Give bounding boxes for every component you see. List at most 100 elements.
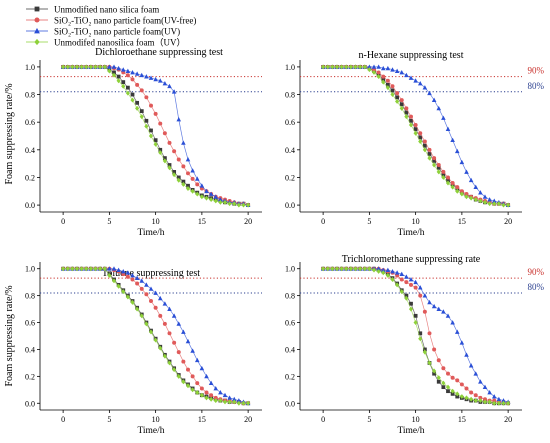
data-point bbox=[492, 400, 497, 406]
data-point bbox=[121, 83, 126, 89]
data-point bbox=[61, 64, 66, 70]
data-point bbox=[158, 121, 163, 126]
data-point bbox=[385, 272, 390, 278]
data-point bbox=[236, 202, 241, 208]
data-point bbox=[144, 282, 149, 287]
data-point bbox=[232, 201, 237, 207]
data-point bbox=[204, 373, 209, 379]
data-point bbox=[190, 348, 195, 353]
data-point bbox=[482, 399, 488, 405]
series-line bbox=[63, 66, 249, 206]
series-line bbox=[63, 268, 249, 404]
data-point bbox=[446, 371, 450, 376]
data-point bbox=[404, 293, 409, 298]
data-point bbox=[199, 386, 204, 391]
data-point bbox=[404, 114, 409, 120]
legend-entry: Unmodifed nanosilica foam（UV） bbox=[26, 37, 185, 47]
data-point bbox=[199, 183, 205, 188]
data-point bbox=[418, 131, 423, 136]
data-point bbox=[176, 175, 181, 180]
data-point bbox=[204, 195, 209, 201]
data-point bbox=[506, 202, 511, 208]
data-point bbox=[93, 266, 98, 272]
data-point bbox=[208, 191, 214, 196]
data-point bbox=[208, 380, 214, 385]
data-point bbox=[455, 378, 460, 383]
data-point bbox=[385, 85, 390, 91]
data-point bbox=[74, 64, 80, 70]
legend-label: Unmodifed nanosilica foam（UV） bbox=[54, 37, 185, 47]
x-tick-label: 10 bbox=[412, 415, 420, 424]
data-point bbox=[482, 199, 488, 205]
data-point bbox=[135, 100, 140, 105]
data-point bbox=[181, 181, 186, 187]
data-point bbox=[501, 398, 506, 403]
data-point bbox=[413, 285, 418, 290]
data-point bbox=[195, 381, 200, 386]
data-point bbox=[353, 266, 358, 272]
chart-title: n-Hexane suppressing test bbox=[359, 50, 464, 61]
data-point bbox=[473, 197, 478, 203]
x-tick-label: 10 bbox=[412, 217, 420, 226]
data-point bbox=[376, 266, 381, 271]
data-point bbox=[432, 347, 437, 352]
data-series bbox=[321, 266, 511, 406]
data-point bbox=[157, 78, 163, 83]
data-point bbox=[186, 367, 190, 372]
data-series bbox=[61, 266, 251, 406]
data-point bbox=[227, 395, 232, 400]
data-point bbox=[162, 81, 168, 86]
data-point bbox=[171, 89, 177, 94]
data-point bbox=[158, 313, 163, 318]
data-point bbox=[325, 64, 330, 70]
data-point bbox=[139, 88, 144, 93]
data-point bbox=[153, 111, 158, 116]
data-point bbox=[487, 201, 492, 207]
data-point bbox=[417, 285, 423, 290]
data-series bbox=[61, 64, 251, 208]
data-point bbox=[88, 266, 93, 272]
data-point bbox=[213, 398, 218, 404]
data-series bbox=[60, 64, 251, 207]
data-point bbox=[390, 268, 395, 274]
data-point bbox=[130, 277, 135, 282]
data-point bbox=[236, 400, 241, 406]
data-point bbox=[181, 164, 186, 169]
series-line bbox=[63, 268, 249, 404]
legend-marker-triangle bbox=[34, 27, 40, 34]
legend-entry: SiO₂-TiO₂ nano particle foam(UV-free) bbox=[26, 15, 196, 25]
y-tick-label: 0.2 bbox=[285, 173, 295, 182]
data-point bbox=[395, 282, 400, 288]
data-point bbox=[441, 366, 446, 371]
data-point bbox=[167, 306, 172, 311]
data-point bbox=[84, 266, 89, 272]
data-point bbox=[153, 337, 158, 343]
data-point bbox=[450, 375, 455, 380]
data-point bbox=[436, 163, 441, 168]
data-point bbox=[381, 79, 386, 85]
data-point bbox=[506, 400, 511, 406]
data-point bbox=[139, 313, 144, 319]
data-point bbox=[455, 188, 460, 194]
data-point bbox=[482, 384, 488, 390]
data-point bbox=[241, 202, 246, 208]
data-point bbox=[408, 75, 414, 80]
data-point bbox=[348, 266, 353, 272]
data-point bbox=[404, 280, 409, 285]
data-point bbox=[195, 191, 200, 197]
data-point bbox=[61, 266, 66, 272]
data-point bbox=[93, 64, 98, 70]
data-point bbox=[450, 320, 455, 325]
y-tick-label: 0.2 bbox=[25, 173, 35, 182]
y-tick-label: 0.8 bbox=[25, 91, 35, 100]
data-point bbox=[121, 289, 126, 295]
reference-line-label: 90% bbox=[528, 66, 545, 76]
data-point bbox=[409, 114, 413, 119]
data-point bbox=[149, 299, 153, 304]
chart-title: Trichloromethane suppressing rate bbox=[342, 254, 481, 265]
data-point bbox=[413, 279, 418, 285]
x-tick-label: 15 bbox=[198, 217, 206, 226]
data-point bbox=[176, 373, 181, 379]
data-point bbox=[176, 350, 181, 355]
data-point bbox=[148, 75, 154, 80]
